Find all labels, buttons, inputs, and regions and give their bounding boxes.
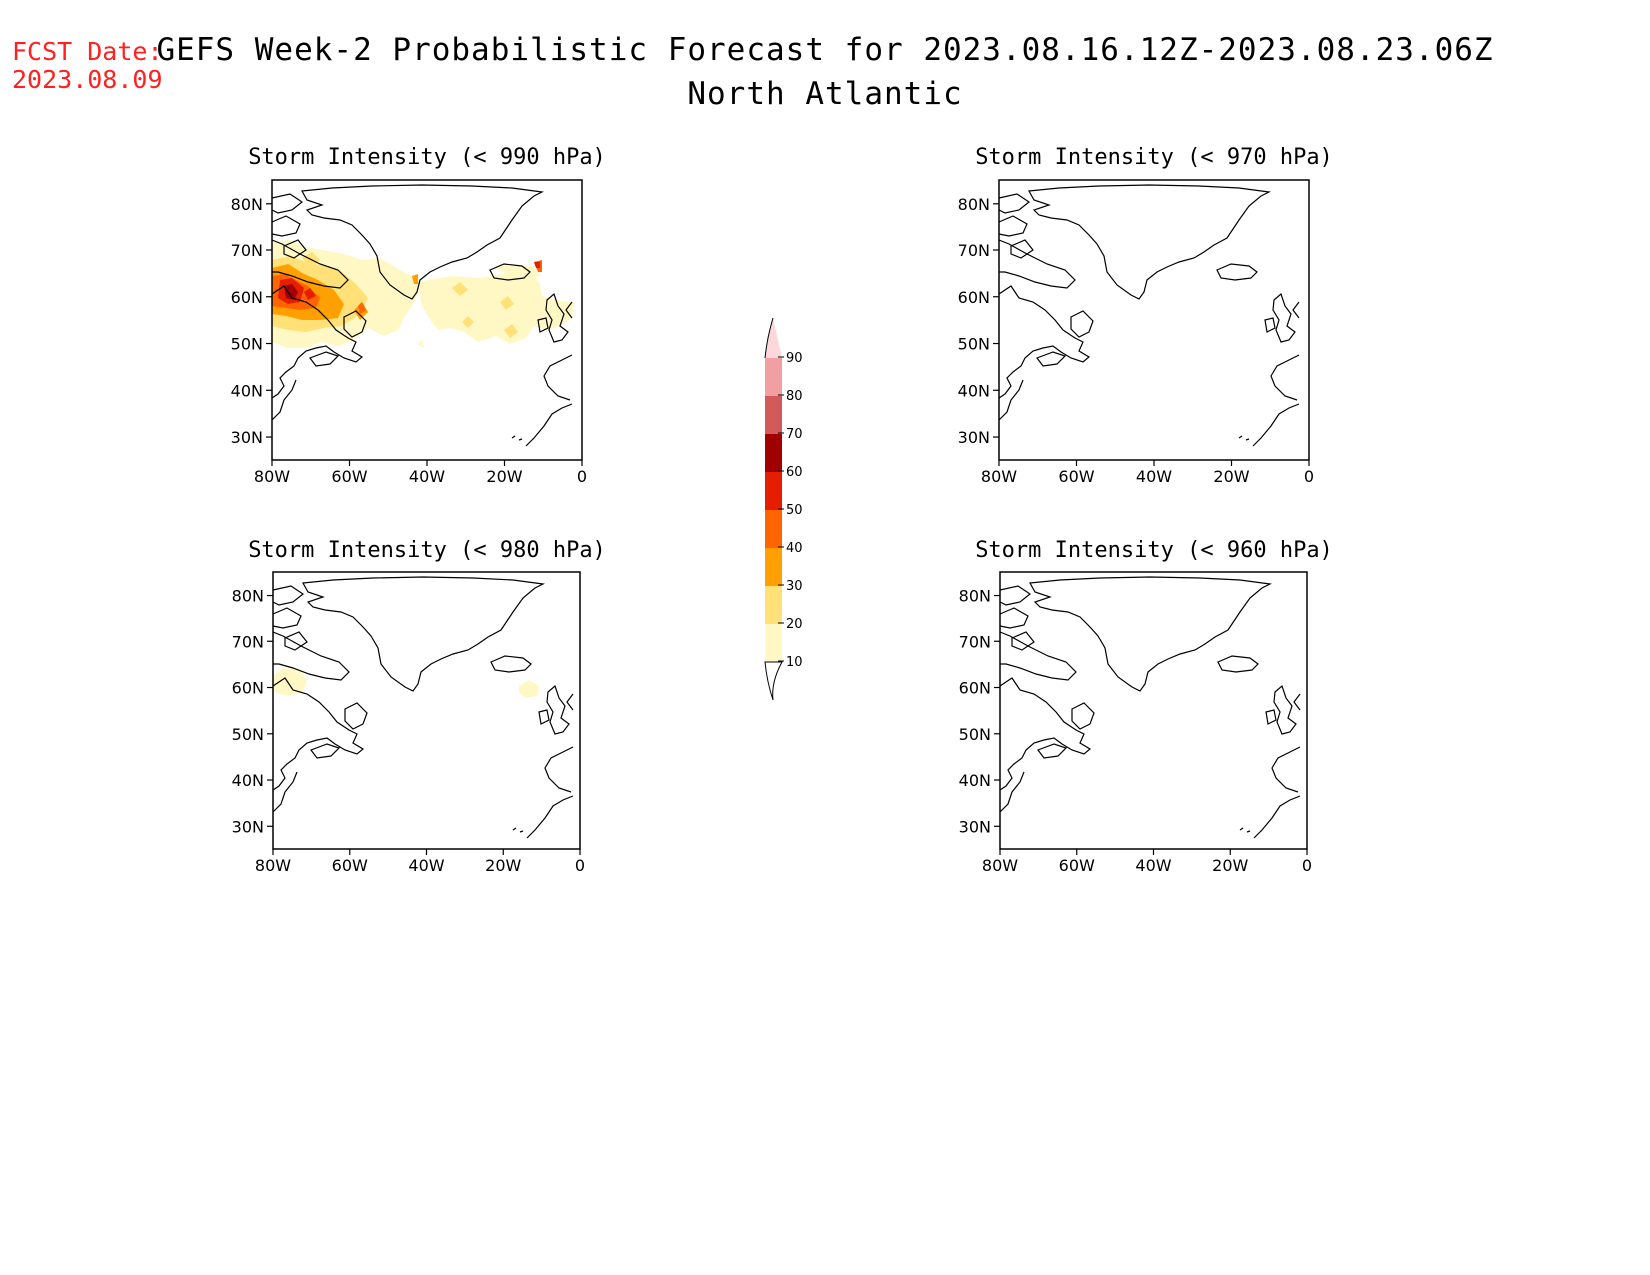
- colorbar-upper-edge: [764, 317, 774, 359]
- lon-label: 20W: [1213, 467, 1249, 486]
- lat-label: 40N: [232, 771, 264, 790]
- lon-label: 40W: [409, 467, 445, 486]
- colorbar-label: 50: [786, 503, 803, 518]
- map-frame-970: [998, 179, 1310, 461]
- lon-label: 40W: [1136, 467, 1172, 486]
- forecast-date-label: FCST Date:: [12, 37, 163, 66]
- colorbar-segment: [765, 472, 782, 510]
- map-frame-980: [272, 571, 581, 850]
- lat-label: 80N: [232, 587, 264, 606]
- lat-label: 60N: [232, 679, 264, 698]
- lon-label: 80W: [981, 467, 1017, 486]
- region-subtitle: North Atlantic: [687, 76, 963, 112]
- lat-label: 80N: [231, 195, 263, 214]
- lat-label: 50N: [231, 335, 263, 354]
- colorbar-segment: [765, 624, 782, 662]
- lat-label: 50N: [232, 725, 264, 744]
- colorbar-label: 20: [786, 617, 803, 632]
- colorbar-segment: [765, 358, 782, 396]
- map-frame-960: [999, 571, 1308, 850]
- lon-label: 0: [575, 856, 585, 875]
- colorbar-segment: [765, 548, 782, 586]
- panel-960: Storm Intensity (< 960 hPa): [975, 538, 1333, 850]
- lat-label: 60N: [231, 288, 263, 307]
- lon-label: 20W: [485, 856, 521, 875]
- lat-label: 70N: [231, 241, 263, 260]
- panel-960-title: Storm Intensity (< 960 hPa): [975, 538, 1333, 563]
- lat-label: 40N: [958, 381, 990, 400]
- colorbar-label: 90: [786, 351, 803, 366]
- lon-label: 0: [1302, 856, 1312, 875]
- colorbar-label: 80: [786, 389, 803, 404]
- panel-980: Storm Intensity (< 980 hPa): [248, 538, 606, 850]
- forecast-date: FCST Date: 2023.08.09: [12, 38, 163, 94]
- lon-label: 40W: [1135, 856, 1171, 875]
- colorbar-label: 30: [786, 579, 803, 594]
- panel-990-title: Storm Intensity (< 990 hPa): [248, 145, 606, 170]
- lon-label: 20W: [1212, 856, 1248, 875]
- lat-label: 80N: [959, 587, 991, 606]
- lon-label: 60W: [1058, 467, 1094, 486]
- lat-label: 70N: [232, 632, 264, 651]
- axes-layer: 80N 70N 60N 50N 40N 30N 80W 60W 40W 20W 0 80N 70N 60N…: [231, 195, 1314, 875]
- panel-980-title: Storm Intensity (< 980 hPa): [248, 538, 606, 563]
- colorbar-upper-tip: [765, 318, 782, 358]
- colorbar-lower-tip: [764, 661, 783, 701]
- colorbar-segment: [765, 586, 782, 624]
- lon-label: 40W: [408, 856, 444, 875]
- lat-label: 70N: [959, 632, 991, 651]
- lat-label: 50N: [959, 725, 991, 744]
- lat-label: 70N: [958, 241, 990, 260]
- lat-label: 30N: [232, 817, 264, 836]
- colorbar-label: 70: [786, 427, 803, 442]
- colorbar-segment: [765, 396, 782, 434]
- lat-label: 60N: [958, 288, 990, 307]
- colorbar-segment: [765, 510, 782, 548]
- probability-shading-990: [272, 240, 574, 348]
- colorbar-label: 60: [786, 465, 803, 480]
- colorbar-label: 40: [786, 541, 803, 556]
- probability-shading-980: [273, 668, 539, 698]
- lat-label: 60N: [959, 679, 991, 698]
- lon-label: 60W: [332, 856, 368, 875]
- lon-label: 60W: [331, 467, 367, 486]
- lon-label: 80W: [254, 467, 290, 486]
- colorbar-label: 10: [786, 655, 803, 670]
- main-title: GEFS Week-2 Probabilistic Forecast for 2…: [156, 32, 1494, 68]
- colorbar-segment: [765, 434, 782, 472]
- lon-label: 80W: [255, 856, 291, 875]
- lon-label: 0: [577, 467, 587, 486]
- lat-label: 30N: [959, 817, 991, 836]
- colorbar: 90 80 70 60 50 40 30 20 10: [764, 317, 803, 701]
- panel-970: Storm Intensity (< 970 hPa): [975, 145, 1333, 461]
- lat-label: 40N: [959, 771, 991, 790]
- lon-label: 0: [1304, 467, 1314, 486]
- lon-label: 20W: [486, 467, 522, 486]
- lon-label: 60W: [1059, 856, 1095, 875]
- lon-label: 80W: [982, 856, 1018, 875]
- forecast-date-value: 2023.08.09: [12, 65, 163, 94]
- panel-990: Storm Intensity (< 990 hPa): [248, 145, 606, 461]
- lat-label: 30N: [231, 428, 263, 447]
- lat-label: 40N: [231, 381, 263, 400]
- panel-970-title: Storm Intensity (< 970 hPa): [975, 145, 1333, 170]
- lat-label: 50N: [958, 335, 990, 354]
- lat-label: 80N: [958, 195, 990, 214]
- lat-label: 30N: [958, 428, 990, 447]
